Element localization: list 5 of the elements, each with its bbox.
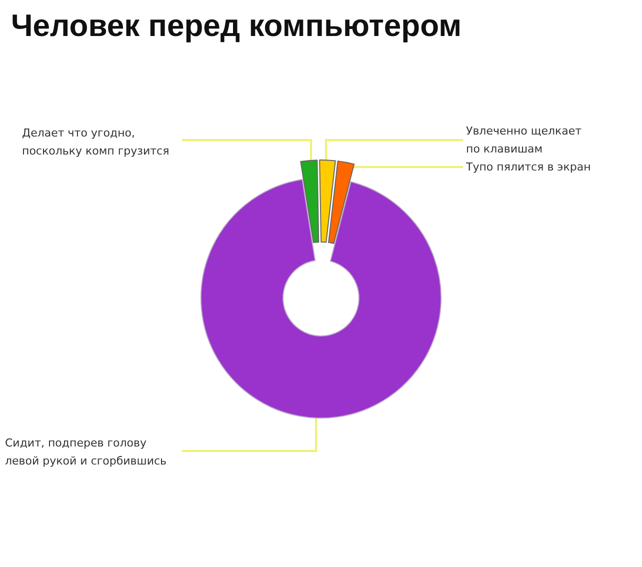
slice-label: Увлеченно щелкает по клавишам bbox=[466, 124, 582, 156]
slice-label: Делает что угодно, поскольку комп грузится bbox=[22, 126, 170, 158]
slice-label: Сидит, подперев голову левой рукой и сгорбившись bbox=[5, 436, 167, 468]
chart-title: Человек перед компьютером bbox=[11, 8, 462, 43]
slice-label: Тупо пялится в экран bbox=[465, 160, 591, 174]
